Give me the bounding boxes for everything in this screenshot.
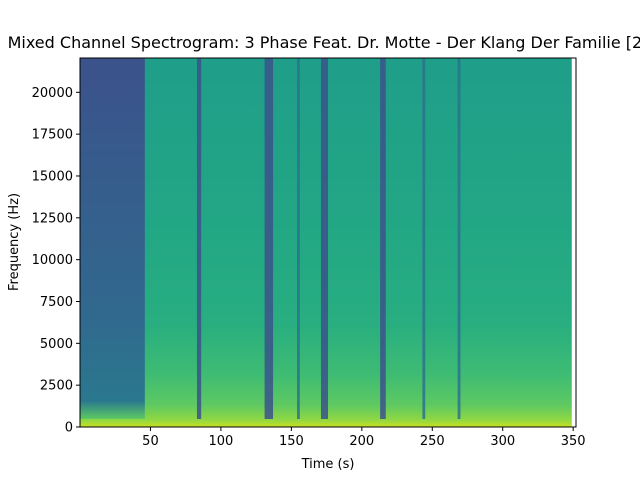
y-tick-label: 15000	[32, 169, 73, 184]
quiet-segments	[80, 58, 461, 419]
x-tick-label: 250	[420, 434, 445, 449]
quiet-segment-2	[264, 58, 274, 419]
quiet-segment-1	[196, 58, 202, 419]
quiet-segment-0	[80, 58, 145, 419]
quiet-segment-3	[297, 58, 300, 419]
x-axis-label: Time (s)	[301, 457, 355, 472]
plot-frame	[79, 57, 577, 428]
y-tick-label: 10000	[32, 253, 73, 268]
x-tick-label: 50	[142, 434, 159, 449]
quiet-segment-6	[422, 58, 426, 419]
quiet-segment-5	[380, 58, 386, 419]
spectrogram-area	[80, 58, 576, 427]
x-tick-label: 300	[490, 434, 515, 449]
quiet-segment-7	[457, 58, 461, 419]
y-tick-label: 7500	[40, 295, 73, 310]
y-axis: 0 2500 5000 7500 10000 12500 15000 17500 20000	[32, 86, 80, 436]
x-tick-label: 350	[561, 434, 586, 449]
y-tick-label: 17500	[32, 128, 73, 143]
y-axis-label: Frequency (Hz)	[7, 193, 22, 291]
x-axis: 50 100 150 200 250 300 350	[142, 427, 586, 449]
quiet-segment-4	[320, 58, 328, 419]
y-tick-label: 12500	[32, 211, 73, 226]
x-tick-label: 100	[208, 434, 233, 449]
y-tick-label: 5000	[40, 337, 73, 352]
y-tick-label: 2500	[40, 379, 73, 394]
y-tick-label: 20000	[32, 86, 73, 101]
x-tick-label: 150	[279, 434, 304, 449]
y-tick-label: 0	[65, 421, 73, 436]
chart-title: Mixed Channel Spectrogram: 3 Phase Feat.…	[8, 33, 640, 52]
x-tick-label: 200	[349, 434, 374, 449]
